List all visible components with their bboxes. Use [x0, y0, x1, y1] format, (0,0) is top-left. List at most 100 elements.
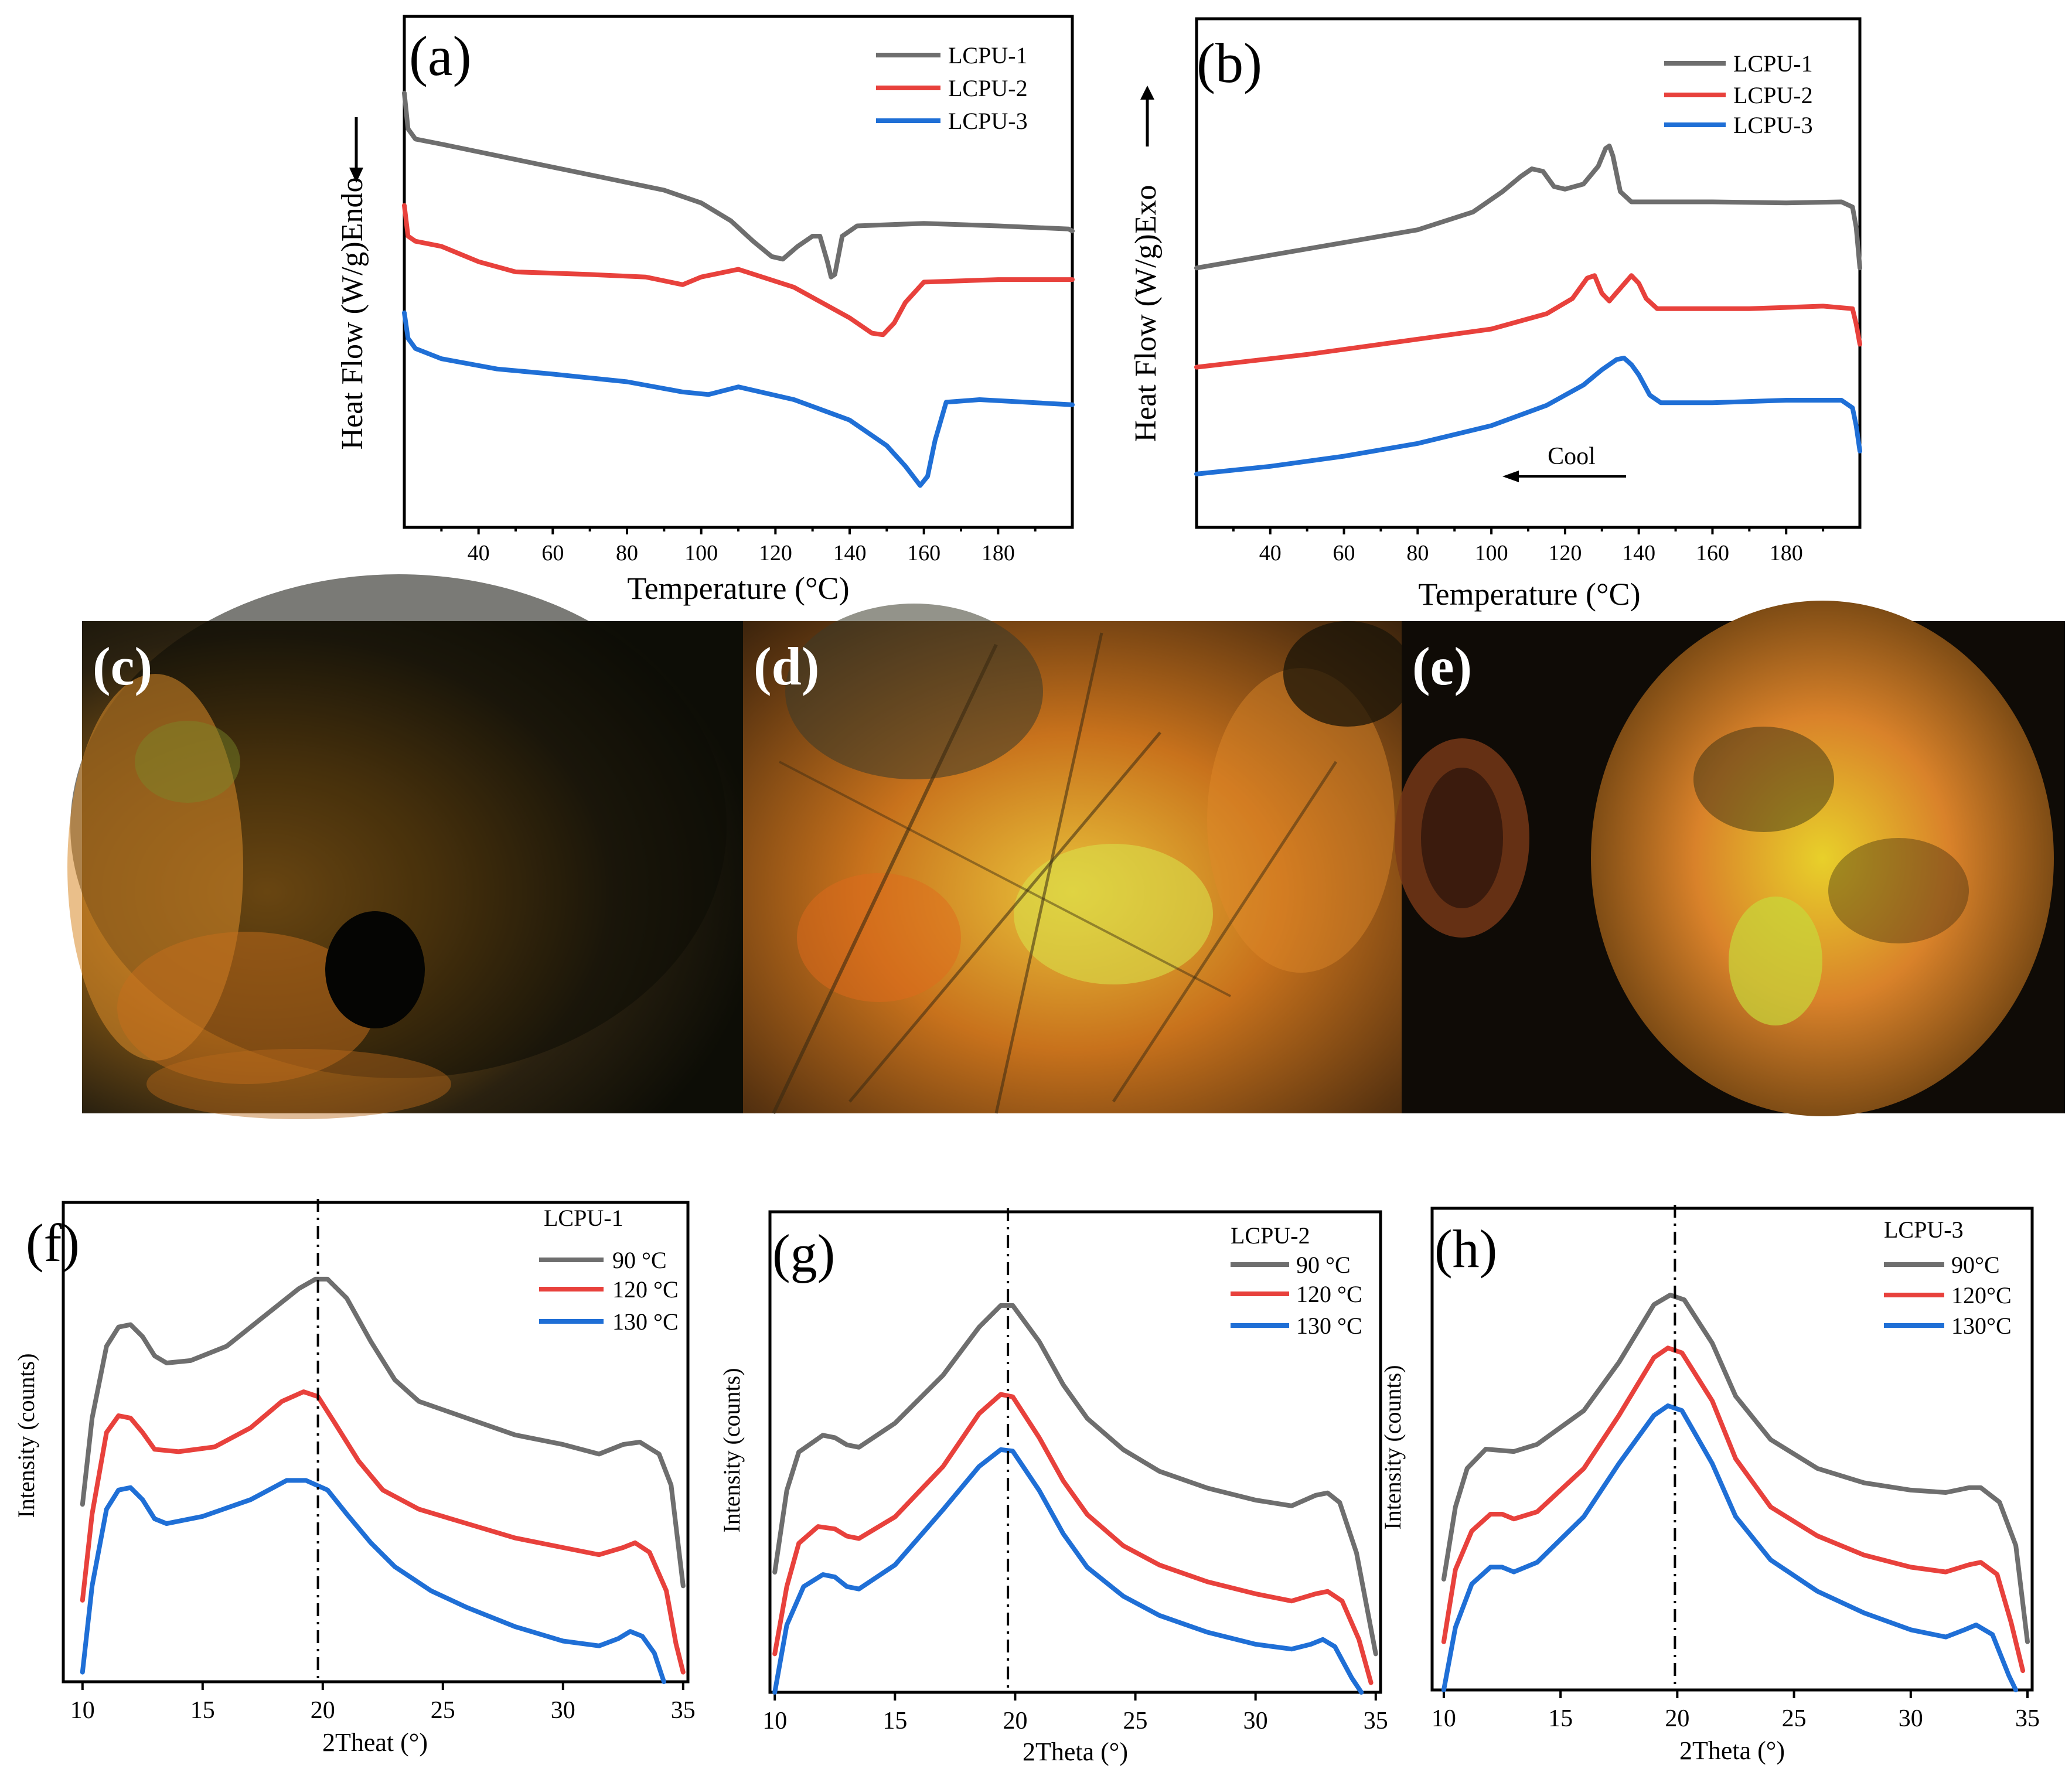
panel-f-legend-title: LCPU-1	[544, 1205, 623, 1231]
legend-g-90c: 90 °C	[1296, 1252, 1351, 1278]
panel-h-legend: LCPU-3 90°C 120°C 130°C	[1884, 1216, 2012, 1339]
panel-f-label: (f)	[26, 1213, 80, 1273]
panel-h-frame	[1430, 1207, 2034, 1692]
panel-g-xtick-label-15: 15	[882, 1708, 907, 1734]
panel-f-frame	[62, 1201, 690, 1684]
panel-a-xtick-label-120: 120	[759, 541, 792, 565]
legend-a-lcpu3: LCPU-3	[948, 108, 1028, 134]
panel-g-frame	[768, 1210, 1382, 1694]
panel-b-xtick-label-80: 80	[1406, 541, 1429, 565]
panel-g-xrd-lcpu2: 10 15 20 25 30 35 (g) LCPU-2 90 °C 120 °C 130…	[718, 1208, 1388, 1766]
panel-f-curve-90-c	[80, 1276, 686, 1589]
legend-a-lcpu2: LCPU-2	[948, 75, 1028, 101]
panel-h-ylabel: Intensity (counts)	[1379, 1365, 1406, 1529]
panel-f-curve-120-c	[80, 1389, 686, 1675]
legend-f-90c: 90 °C	[612, 1247, 667, 1273]
panel-f-xtick-label-30: 30	[551, 1697, 575, 1724]
panel-b-xtick-label-120: 120	[1548, 541, 1582, 565]
legend-g-130c: 130 °C	[1296, 1313, 1362, 1339]
legend-h-130c: 130°C	[1951, 1313, 2012, 1339]
panel-a-xtick-label-40: 40	[468, 541, 490, 565]
legend-h-90c: 90°C	[1951, 1252, 2000, 1278]
panel-f-xtick-label-15: 15	[190, 1697, 215, 1724]
panel-g-curve-120-c	[772, 1392, 1374, 1685]
panel-a-ylabel: Heat Flow (W/g)Endo	[336, 177, 369, 449]
panel-f-ylabel: Intensity (counts)	[13, 1353, 39, 1518]
panel-b-exo-arrow	[1140, 86, 1154, 146]
panel-a-endo-arrow	[349, 117, 363, 183]
panel-a-xtick-label-60: 60	[541, 541, 564, 565]
panel-b-xlabel: Temperature (°C)	[1418, 577, 1640, 612]
panel-a-xtick-label-160: 160	[907, 541, 940, 565]
panel-g-legend: LCPU-2 90 °C 120 °C 130 °C	[1231, 1222, 1362, 1339]
panel-a-xtick-label-140: 140	[833, 541, 867, 565]
panel-b-dsc-cooling: 40 60 80 100 120 140 160 180 (b) LCPU-1 LCPU-2 …	[1129, 17, 1862, 612]
panel-h-xtick-label-15: 15	[1548, 1705, 1573, 1732]
panel-g-xtick-label-10: 10	[762, 1708, 787, 1734]
panel-b-legend: LCPU-1 LCPU-2 LCPU-3	[1664, 50, 1813, 138]
panel-g-ylabel: Intensity (counts)	[718, 1368, 745, 1532]
panel-a-xlabel: Temperature (°C)	[627, 571, 849, 606]
panel-a-legend: LCPU-1 LCPU-2 LCPU-3	[876, 42, 1028, 134]
panel-b-curve-lcpu-2	[1194, 273, 1862, 370]
panel-a-dsc-heating: 40 60 80 100 120 140 160 180 (a) LCPU-1 LCPU-2 …	[336, 15, 1075, 606]
panel-b-ylabel: Heat Flow (W/g)Exo	[1129, 185, 1163, 442]
panel-g-label: (g)	[772, 1224, 835, 1283]
panel-h-xtick-label-30: 30	[1899, 1705, 1923, 1732]
panel-f-xrd-lcpu1: 10 15 20 25 30 35 (f) LCPU-1 90 °C 120 °C 130…	[13, 1199, 696, 1757]
panel-b-xtick-label-40: 40	[1259, 541, 1282, 565]
panel-b-cool-annotation: Cool	[1502, 443, 1626, 482]
panel-b-xtick-label-100: 100	[1475, 541, 1508, 565]
panel-g-xtick-label-35: 35	[1364, 1708, 1388, 1734]
panel-b-xtick-label-180: 180	[1770, 541, 1803, 565]
pom-micrographs: (c) (d) (e)	[67, 574, 2065, 1119]
micrograph-d-label: (d)	[754, 636, 819, 696]
micrograph-d: (d)	[743, 604, 1412, 1115]
panel-g-xtick-label-25: 25	[1123, 1708, 1148, 1734]
legend-f-130c: 130 °C	[612, 1308, 679, 1335]
panel-f-xlabel: 2Theat (°)	[322, 1728, 428, 1757]
micrograph-e-label: (e)	[1412, 636, 1472, 696]
panel-b-label: (b)	[1197, 32, 1262, 94]
panel-b-xtick-label-160: 160	[1696, 541, 1729, 565]
legend-g-120c: 120 °C	[1296, 1281, 1362, 1307]
panel-b-curve-lcpu-3	[1194, 356, 1862, 476]
panel-h-xtick-label-20: 20	[1665, 1705, 1689, 1732]
panel-f-xtick-label-10: 10	[70, 1697, 95, 1724]
panel-h-xlabel: 2Theta (°)	[1679, 1736, 1785, 1765]
panel-f-xtick-label-20: 20	[311, 1697, 335, 1724]
panel-a-xtick-label-180: 180	[982, 541, 1015, 565]
panel-a-xtick-label-80: 80	[616, 541, 638, 565]
panel-h-xtick-label-35: 35	[2015, 1705, 2040, 1732]
micrograph-c: (c)	[67, 574, 743, 1119]
legend-h-120c: 120°C	[1951, 1282, 2012, 1308]
panel-h-label: (h)	[1434, 1219, 1497, 1279]
micrograph-c-label: (c)	[93, 636, 152, 696]
panel-a-curve-lcpu-1	[402, 90, 1075, 280]
panel-b-xtick-label-60: 60	[1333, 541, 1355, 565]
panel-g-xtick-label-30: 30	[1243, 1708, 1268, 1734]
panel-a-xtick-label-100: 100	[684, 541, 718, 565]
legend-b-lcpu3: LCPU-3	[1733, 112, 1813, 138]
panel-a-curve-lcpu-3	[402, 310, 1075, 488]
panel-h-curve-130-c	[1441, 1403, 2019, 1692]
panel-f-curve-130-c	[80, 1478, 666, 1684]
panel-b-cool-text: Cool	[1548, 443, 1596, 470]
legend-b-lcpu1: LCPU-1	[1733, 50, 1813, 77]
legend-b-lcpu2: LCPU-2	[1733, 82, 1813, 108]
panel-g-legend-title: LCPU-2	[1231, 1222, 1310, 1249]
panel-h-curve-120-c	[1441, 1345, 2026, 1674]
panel-g-xlabel: 2Theta (°)	[1023, 1737, 1128, 1766]
panel-h-curve-90-c	[1441, 1293, 2030, 1644]
panel-f-xtick-label-25: 25	[431, 1697, 455, 1724]
legend-f-120c: 120 °C	[612, 1276, 679, 1303]
panel-a-label: (a)	[409, 25, 472, 87]
panel-h-xtick-label-10: 10	[1432, 1705, 1456, 1732]
panel-g-xtick-label-20: 20	[1003, 1708, 1027, 1734]
panel-h-legend-title: LCPU-3	[1884, 1216, 1964, 1243]
panel-h-xrd-lcpu3: 10 15 20 25 30 35 (h) LCPU-3 90°C 120°C 130°C…	[1379, 1205, 2040, 1765]
panel-f-legend: LCPU-1 90 °C 120 °C 130 °C	[539, 1205, 679, 1335]
panel-a-curve-lcpu-2	[402, 203, 1075, 338]
micrograph-e: (e)	[1395, 601, 2065, 1116]
